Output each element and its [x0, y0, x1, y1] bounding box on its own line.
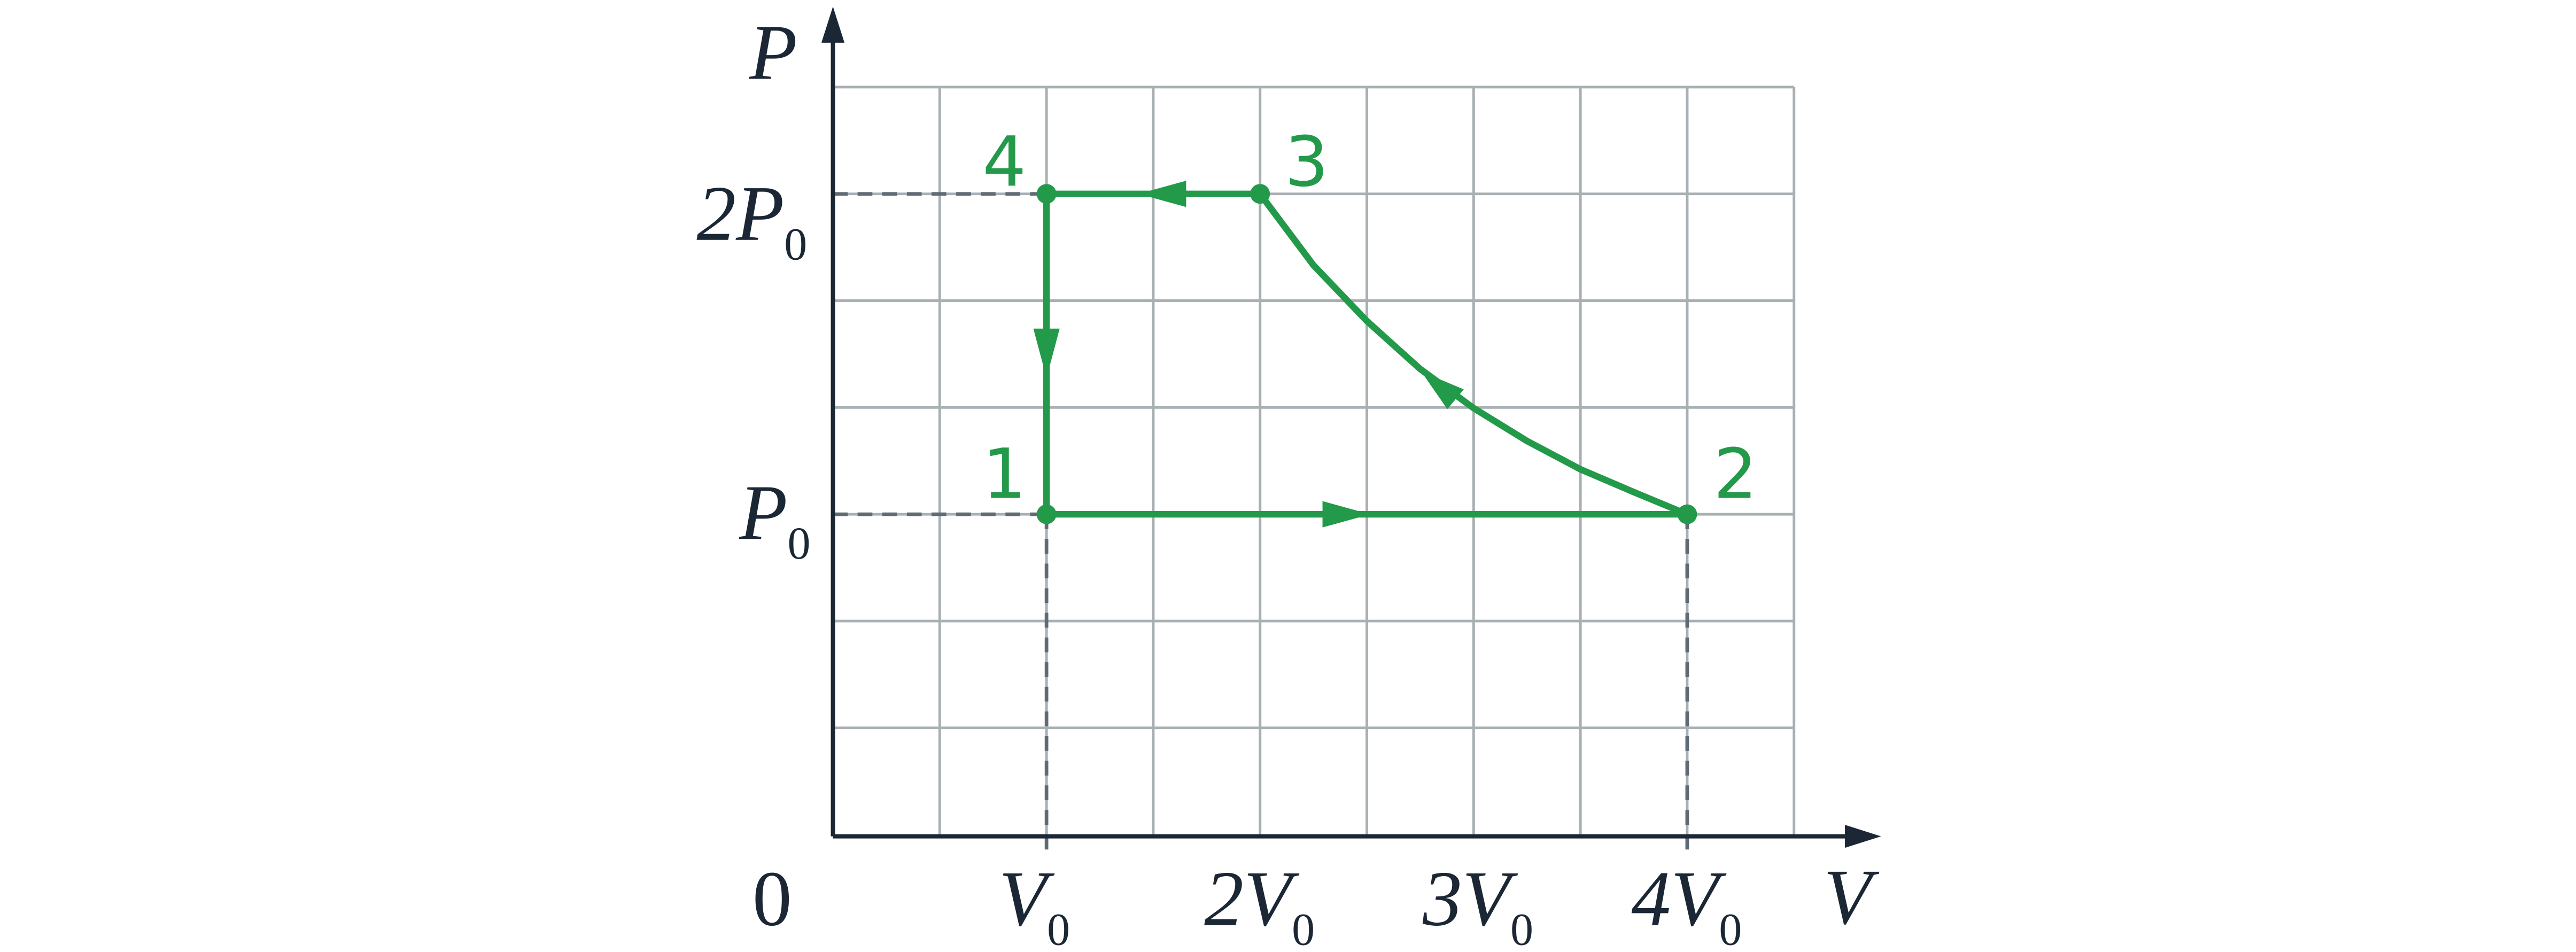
x-tick-label: V0: [999, 855, 1070, 952]
tick-sub: 0: [1047, 903, 1070, 952]
x-tick-label: 3V0: [1422, 855, 1533, 952]
x-tick-label: 4V0: [1631, 855, 1742, 952]
y-tick-label: P0: [739, 469, 810, 569]
vertices: [1036, 184, 1697, 524]
tick-main: 4V: [1631, 855, 1727, 942]
origin-label: 0: [752, 855, 792, 942]
tick-sub: 0: [1292, 903, 1315, 952]
arrowheads: [1033, 181, 1464, 528]
point-label: 2: [1713, 434, 1757, 514]
tick-sub: 0: [787, 517, 810, 569]
tick-main: 2V: [1204, 855, 1300, 942]
tick-main: 3V: [1422, 855, 1518, 942]
x-tick-label: 2V0: [1204, 855, 1315, 952]
y-tick-label: 2P0: [696, 170, 807, 270]
tick-sub: 0: [1719, 903, 1742, 952]
x-axis-label: V: [1824, 854, 1880, 941]
tick-main: V: [999, 855, 1055, 942]
point-label: 4: [982, 122, 1026, 202]
axes: [821, 6, 1881, 848]
y-axis-label: P: [749, 9, 797, 96]
point-label: 1: [982, 434, 1026, 514]
point-label: 3: [1285, 122, 1329, 202]
tick-sub: 0: [784, 219, 807, 270]
tick-sub: 0: [1510, 903, 1533, 952]
tick-main: P: [739, 469, 787, 556]
tick-main: 2P: [696, 170, 784, 257]
guide-lines: [833, 192, 1689, 855]
